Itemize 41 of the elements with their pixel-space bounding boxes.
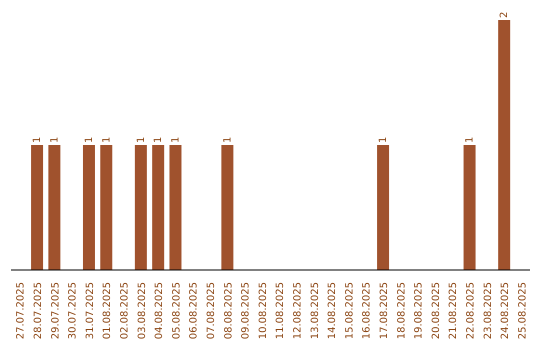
x-tick-label: 10.08.2025 — [258, 282, 269, 340]
x-tick-label: 25.08.2025 — [517, 282, 528, 340]
data-label: 1 — [378, 136, 390, 143]
data-label: 1 — [49, 136, 60, 143]
x-tick-label: 15.08.2025 — [344, 282, 356, 340]
x-tick-label: 03.08.2025 — [136, 282, 148, 340]
x-tick-label: 23.08.2025 — [482, 282, 494, 340]
x-tick-label: 01.08.2025 — [102, 282, 114, 340]
data-label: 1 — [32, 136, 44, 143]
x-tick-label: 22.08.2025 — [465, 282, 476, 340]
data-label: 1 — [84, 136, 95, 143]
x-tick-label: 29.07.2025 — [50, 282, 62, 340]
x-tick-label: 14.08.2025 — [327, 282, 338, 340]
x-tick-label: 04.08.2025 — [154, 282, 166, 340]
x-tick-label: 28.07.2025 — [32, 282, 44, 340]
data-label: 1 — [101, 136, 112, 143]
x-tick-label: 19.08.2025 — [414, 282, 425, 340]
x-tick-label: 07.08.2025 — [206, 282, 217, 340]
x-tick-label: 27.07.2025 — [16, 282, 27, 340]
data-label: 1 — [170, 136, 182, 143]
data-label: 1 — [222, 136, 234, 143]
x-tick-label: 17.08.2025 — [378, 282, 390, 340]
x-tick-label: 12.08.2025 — [292, 282, 304, 340]
x-tick-label: 30.07.2025 — [68, 282, 79, 340]
x-tick-label: 09.08.2025 — [240, 282, 252, 340]
x-tick-label: 13.08.2025 — [310, 282, 321, 340]
x-tick-label: 31.07.2025 — [84, 282, 96, 340]
x-tick-label: 20.08.2025 — [430, 282, 442, 340]
x-tick-label: 24.08.2025 — [500, 282, 512, 340]
x-tick-label: 16.08.2025 — [362, 282, 373, 340]
x-tick-label: 02.08.2025 — [119, 282, 130, 340]
x-tick-label: 08.08.2025 — [223, 282, 234, 340]
data-label: 1 — [464, 136, 476, 143]
x-tick-label: 21.08.2025 — [448, 282, 460, 340]
data-label: 2 — [499, 12, 510, 18]
data-label: 1 — [136, 136, 147, 143]
x-tick-label: 06.08.2025 — [188, 282, 200, 340]
x-tick-label: 11.08.2025 — [275, 282, 286, 340]
x-tick-label: 05.08.2025 — [171, 282, 182, 340]
data-label: 1 — [153, 136, 164, 143]
x-tick-label: 18.08.2025 — [396, 282, 408, 340]
